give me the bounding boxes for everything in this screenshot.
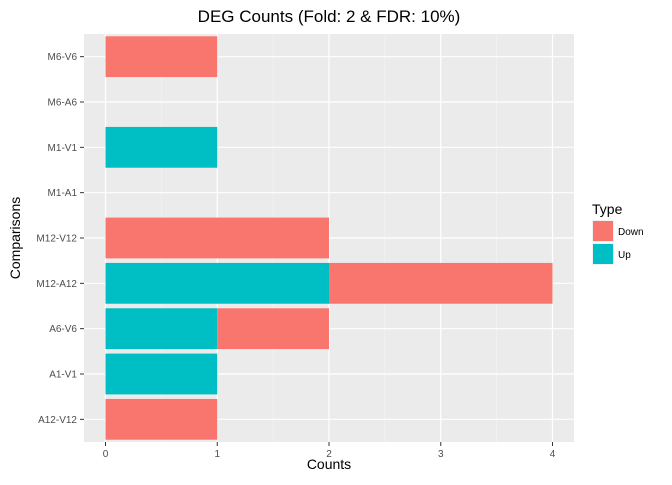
bar-up (105, 308, 218, 350)
x-tick-label: 1 (214, 449, 220, 460)
bar-up (105, 126, 218, 168)
legend-label-up: Up (618, 250, 631, 261)
y-tick-label: M12-V12 (36, 234, 77, 245)
y-tick-label: A1-V1 (49, 370, 77, 381)
bar-down (105, 398, 218, 440)
legend-swatch-down (593, 221, 613, 241)
x-tick-label: 4 (550, 449, 556, 460)
y-tick-label: M1-V1 (48, 143, 78, 154)
legend: Type Down Up (592, 201, 644, 265)
y-tick-label: A6-V6 (49, 324, 77, 335)
bar-down (329, 262, 553, 304)
chart-title: DEG Counts (Fold: 2 & FDR: 10%) (198, 7, 461, 26)
bar-up (105, 262, 329, 304)
x-tick-label: 0 (103, 449, 109, 460)
y-axis-label: Comparisons (7, 197, 23, 279)
bars (105, 36, 553, 440)
y-tick-label: M12-A12 (36, 279, 77, 290)
x-axis: 0 1 2 3 4 (103, 442, 556, 460)
legend-label-down: Down (618, 227, 644, 238)
bar-down (217, 308, 329, 350)
x-axis-label: Counts (307, 456, 351, 472)
legend-swatch-up (593, 244, 613, 264)
bar-down (105, 36, 218, 78)
legend-title: Type (592, 201, 623, 217)
y-tick-label: M6-A6 (48, 98, 78, 109)
y-tick-label: A12-V12 (38, 415, 77, 426)
x-tick-label: 3 (438, 449, 444, 460)
bar-up (105, 353, 218, 395)
bar-down (105, 217, 329, 259)
x-tick-label: 2 (326, 449, 332, 460)
legend-entries: Down Up (592, 220, 644, 265)
y-tick-label: M6-V6 (48, 52, 78, 63)
y-axis: M6-V6 M6-A6 M1-V1 M1-A1 M12-V12 M12-A12 A6-V6 A… (36, 52, 84, 426)
y-tick-label: M1-A1 (48, 188, 78, 199)
